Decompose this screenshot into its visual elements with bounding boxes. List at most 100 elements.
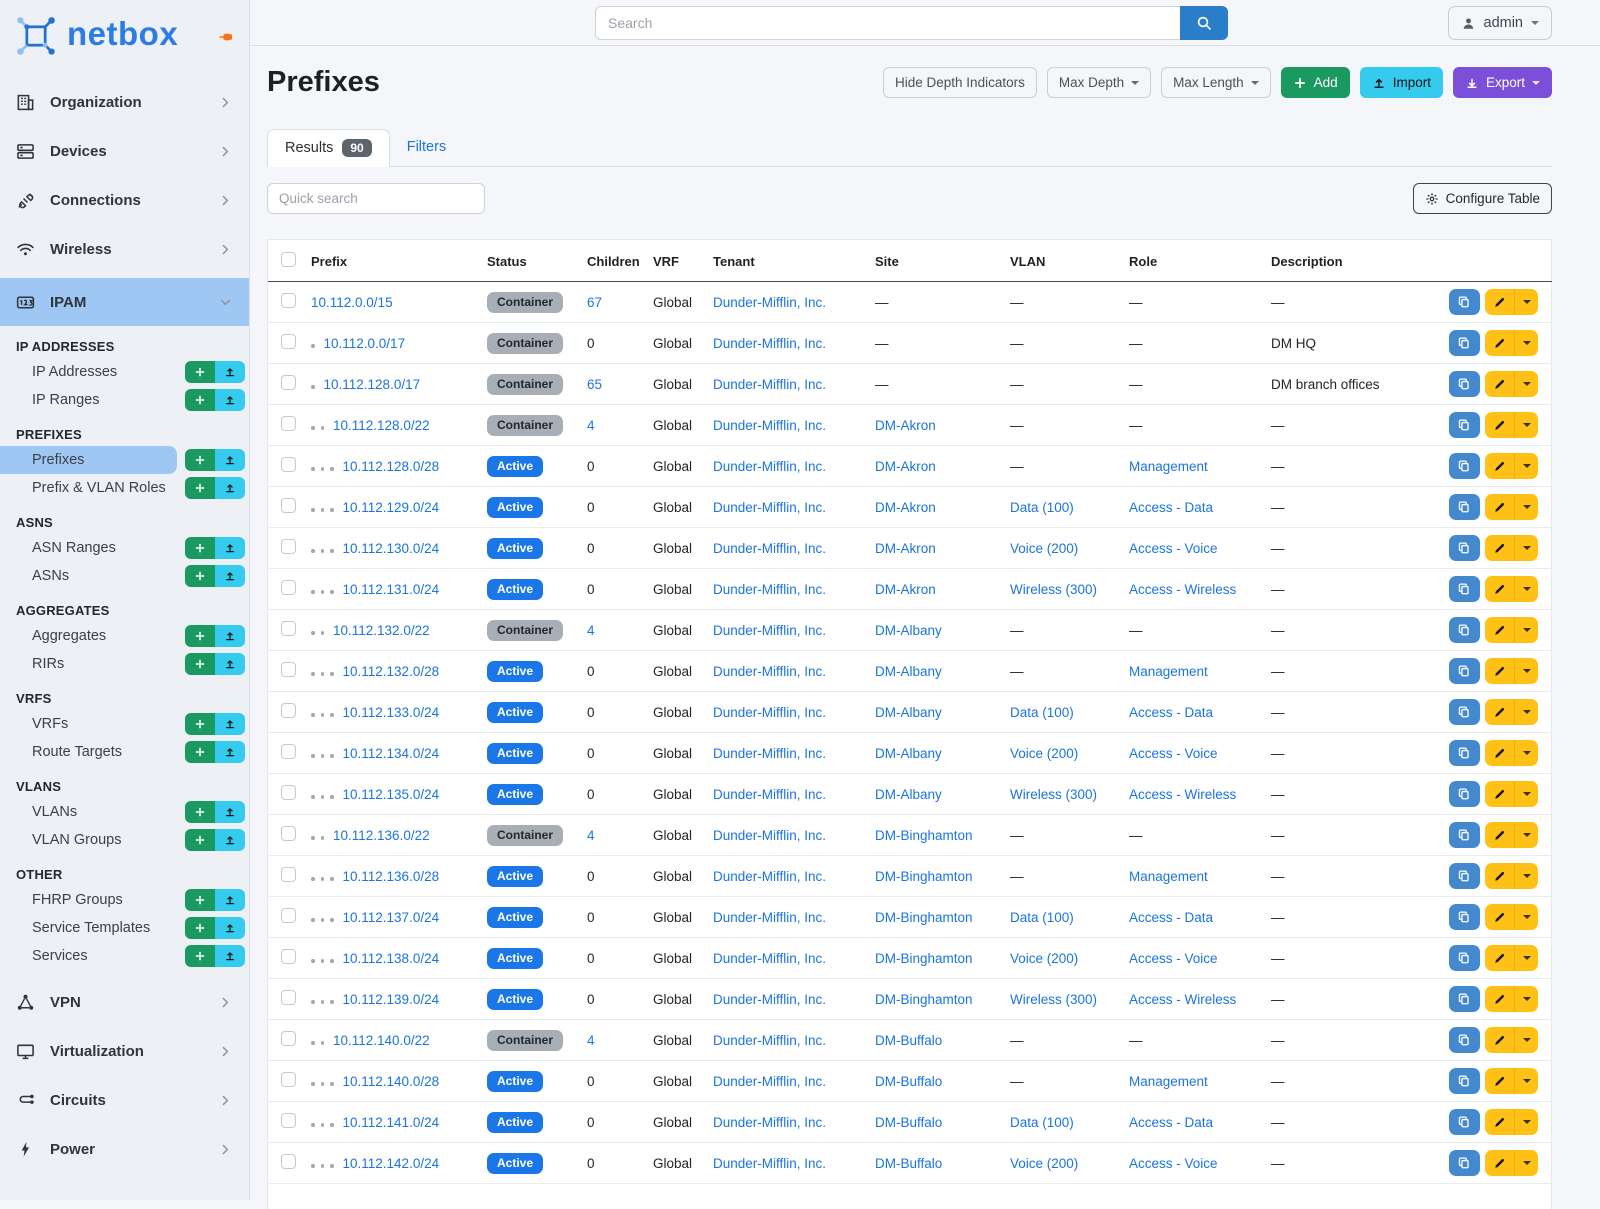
status-badge[interactable]: Active: [487, 578, 544, 600]
edit-button[interactable]: [1484, 986, 1515, 1012]
status-badge[interactable]: Active: [487, 906, 544, 928]
max-depth-dropdown[interactable]: Max Depth: [1046, 67, 1152, 98]
edit-button[interactable]: [1484, 658, 1515, 684]
status-badge[interactable]: Active: [487, 455, 544, 477]
add-button[interactable]: Add: [1280, 67, 1350, 98]
site-link[interactable]: DM-Buffalo: [875, 1114, 943, 1130]
sidebar-item-circuits[interactable]: Circuits: [0, 1080, 249, 1120]
tenant-link[interactable]: Dunder-Mifflin, Inc.: [713, 581, 827, 597]
copy-button[interactable]: [1449, 289, 1480, 315]
status-badge[interactable]: Container: [487, 373, 564, 395]
edit-dropdown-toggle[interactable]: [1514, 330, 1538, 356]
site-link[interactable]: DM-Buffalo: [875, 1073, 943, 1089]
copy-button[interactable]: [1449, 1068, 1480, 1094]
column-header-prefix[interactable]: Prefix: [304, 240, 480, 282]
vlan-link[interactable]: Voice (200): [1010, 1155, 1079, 1171]
status-badge[interactable]: Container: [487, 1029, 564, 1051]
edit-button[interactable]: [1484, 1027, 1515, 1053]
user-menu-button[interactable]: admin: [1447, 6, 1552, 40]
row-checkbox[interactable]: [281, 785, 296, 800]
copy-button[interactable]: [1449, 494, 1480, 520]
status-badge[interactable]: Active: [487, 783, 544, 805]
prefix-link[interactable]: 10.112.134.0/24: [342, 745, 440, 761]
column-header-tenant[interactable]: Tenant: [706, 240, 868, 282]
site-link[interactable]: DM-Albany: [875, 663, 942, 679]
site-link[interactable]: DM-Akron: [875, 581, 936, 597]
edit-button[interactable]: [1484, 412, 1515, 438]
row-checkbox[interactable]: [281, 539, 296, 554]
status-badge[interactable]: Active: [487, 742, 544, 764]
edit-dropdown-toggle[interactable]: [1514, 863, 1538, 889]
copy-button[interactable]: [1449, 535, 1480, 561]
sidebar-subitem-link[interactable]: ASN Ranges: [32, 540, 116, 556]
column-header-role[interactable]: Role: [1122, 240, 1264, 282]
prefix-link[interactable]: 10.112.136.0/22: [333, 827, 430, 843]
sidebar-item-connections[interactable]: Connections: [0, 180, 249, 220]
status-badge[interactable]: Container: [487, 414, 564, 436]
copy-button[interactable]: [1449, 1027, 1480, 1053]
sidebar-subitem-link[interactable]: FHRP Groups: [32, 892, 123, 908]
row-checkbox[interactable]: [281, 498, 296, 513]
status-badge[interactable]: Container: [487, 291, 564, 313]
row-checkbox[interactable]: [281, 1072, 296, 1087]
vlan-link[interactable]: Data (100): [1010, 1114, 1074, 1130]
sidebar-item-wireless[interactable]: Wireless: [0, 229, 249, 269]
sidebar-subitem-link[interactable]: Prefixes: [0, 446, 177, 474]
vlan-link[interactable]: Voice (200): [1010, 745, 1079, 761]
prefix-link[interactable]: 10.112.129.0/24: [342, 499, 440, 515]
sidebar-subitem-link[interactable]: Aggregates: [32, 628, 107, 644]
quick-add-button[interactable]: [185, 361, 215, 383]
edit-dropdown-toggle[interactable]: [1514, 1150, 1538, 1176]
tenant-link[interactable]: Dunder-Mifflin, Inc.: [713, 704, 827, 720]
vlan-link[interactable]: Wireless (300): [1010, 786, 1098, 802]
copy-button[interactable]: [1449, 412, 1480, 438]
prefix-link[interactable]: 10.112.0.0/17: [323, 335, 406, 351]
sidebar-item-organization[interactable]: Organization: [0, 82, 249, 122]
row-checkbox[interactable]: [281, 457, 296, 472]
quick-add-button[interactable]: [185, 477, 215, 499]
max-length-dropdown[interactable]: Max Length: [1161, 67, 1271, 98]
sidebar-subitem-link[interactable]: VLAN Groups: [32, 832, 122, 848]
edit-dropdown-toggle[interactable]: [1514, 986, 1538, 1012]
quick-import-button[interactable]: [215, 917, 245, 939]
edit-button[interactable]: [1484, 330, 1515, 356]
edit-dropdown-toggle[interactable]: [1514, 412, 1538, 438]
edit-dropdown-toggle[interactable]: [1514, 453, 1538, 479]
sidebar-subitem-link[interactable]: RIRs: [32, 656, 65, 672]
copy-button[interactable]: [1449, 699, 1480, 725]
copy-button[interactable]: [1449, 863, 1480, 889]
tenant-link[interactable]: Dunder-Mifflin, Inc.: [713, 540, 827, 556]
quick-import-button[interactable]: [215, 537, 245, 559]
role-link[interactable]: Access - Voice: [1129, 540, 1218, 556]
edit-button[interactable]: [1484, 617, 1515, 643]
site-link[interactable]: DM-Binghamton: [875, 868, 973, 884]
tenant-link[interactable]: Dunder-Mifflin, Inc.: [713, 827, 827, 843]
tenant-link[interactable]: Dunder-Mifflin, Inc.: [713, 294, 827, 310]
quick-import-button[interactable]: [215, 625, 245, 647]
edit-dropdown-toggle[interactable]: [1514, 904, 1538, 930]
quick-add-button[interactable]: [185, 449, 215, 471]
site-link[interactable]: DM-Albany: [875, 786, 942, 802]
copy-button[interactable]: [1449, 822, 1480, 848]
column-header-vlan[interactable]: VLAN: [1003, 240, 1122, 282]
quick-import-button[interactable]: [215, 653, 245, 675]
role-link[interactable]: Management: [1129, 663, 1208, 679]
sidebar-subitem-link[interactable]: IP Addresses: [32, 364, 118, 380]
quick-add-button[interactable]: [185, 653, 215, 675]
edit-dropdown-toggle[interactable]: [1514, 740, 1538, 766]
site-link[interactable]: DM-Akron: [875, 540, 936, 556]
copy-button[interactable]: [1449, 781, 1480, 807]
role-link[interactable]: Access - Wireless: [1129, 581, 1237, 597]
edit-dropdown-toggle[interactable]: [1514, 289, 1538, 315]
row-checkbox[interactable]: [281, 1031, 296, 1046]
copy-button[interactable]: [1449, 945, 1480, 971]
role-link[interactable]: Access - Data: [1129, 909, 1214, 925]
configure-table-button[interactable]: Configure Table: [1412, 183, 1552, 214]
sidebar-item-virtualization[interactable]: Virtualization: [0, 1031, 249, 1071]
copy-button[interactable]: [1449, 1109, 1480, 1135]
row-checkbox[interactable]: [281, 867, 296, 882]
tenant-link[interactable]: Dunder-Mifflin, Inc.: [713, 622, 827, 638]
site-link[interactable]: DM-Akron: [875, 458, 936, 474]
edit-button[interactable]: [1484, 904, 1515, 930]
role-link[interactable]: Access - Wireless: [1129, 991, 1237, 1007]
